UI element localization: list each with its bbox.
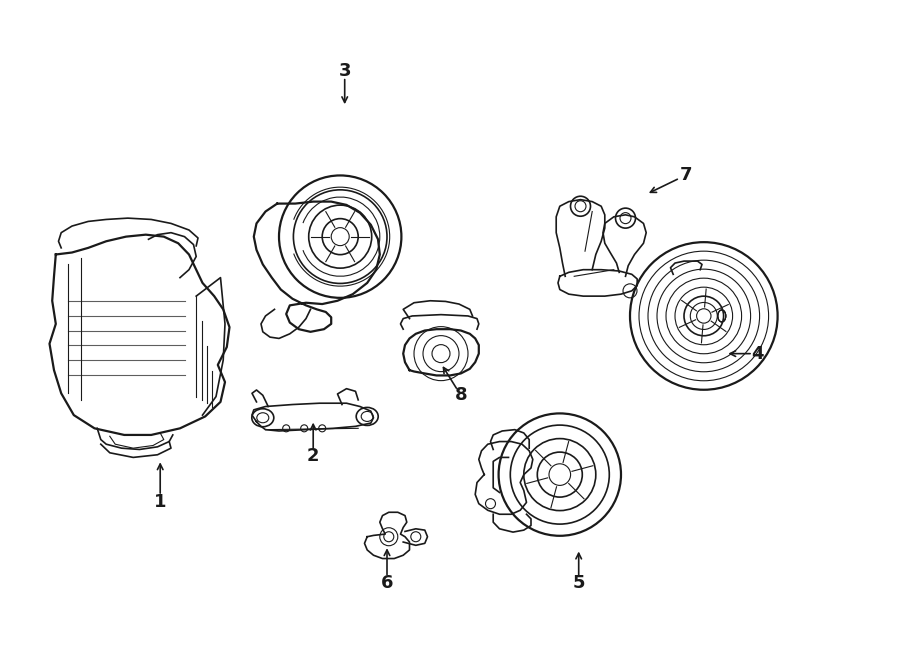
Text: 5: 5 [572, 574, 585, 592]
Text: 6: 6 [381, 574, 393, 592]
Text: 7: 7 [680, 166, 692, 184]
Text: 4: 4 [752, 344, 764, 363]
Text: 3: 3 [338, 62, 351, 81]
Text: 1: 1 [154, 493, 166, 512]
Text: 2: 2 [307, 447, 320, 465]
Text: 8: 8 [454, 386, 467, 405]
